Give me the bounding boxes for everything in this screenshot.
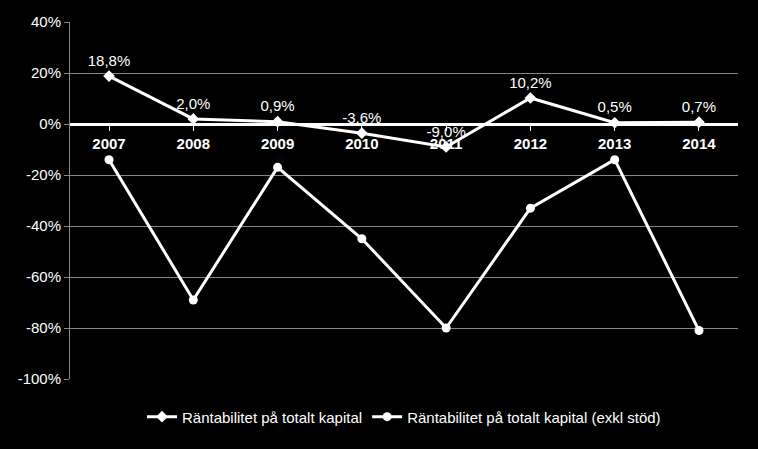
svg-text:18,8%: 18,8%	[88, 52, 131, 69]
svg-text:0,7%: 0,7%	[682, 98, 716, 115]
svg-text:2011: 2011	[430, 135, 463, 152]
svg-text:2009: 2009	[261, 135, 294, 152]
svg-text:-100%: -100%	[18, 370, 61, 387]
svg-text:0,5%: 0,5%	[598, 98, 632, 115]
svg-text:2013: 2013	[598, 135, 631, 152]
svg-text:2008: 2008	[177, 135, 210, 152]
svg-text:40%: 40%	[31, 13, 61, 30]
svg-text:10,2%: 10,2%	[509, 74, 552, 91]
svg-text:0,9%: 0,9%	[260, 97, 294, 114]
svg-text:2,0%: 2,0%	[176, 95, 210, 112]
svg-text:2010: 2010	[345, 135, 378, 152]
svg-text:-60%: -60%	[26, 268, 61, 285]
svg-text:-20%: -20%	[26, 166, 61, 183]
svg-text:-9,0%: -9,0%	[427, 123, 466, 140]
svg-text:Räntabilitet på totalt kapital: Räntabilitet på totalt kapital	[182, 409, 362, 426]
svg-text:2014: 2014	[682, 135, 716, 152]
svg-text:2012: 2012	[514, 135, 547, 152]
svg-text:2007: 2007	[92, 135, 125, 152]
svg-text:20%: 20%	[31, 64, 61, 81]
svg-text:Räntabilitet på totalt kapital: Räntabilitet på totalt kapital (exkl stö…	[407, 409, 660, 426]
svg-text:-3,6%: -3,6%	[342, 109, 381, 126]
svg-text:-40%: -40%	[26, 217, 61, 234]
svg-text:-80%: -80%	[26, 319, 61, 336]
svg-text:0%: 0%	[39, 115, 61, 132]
